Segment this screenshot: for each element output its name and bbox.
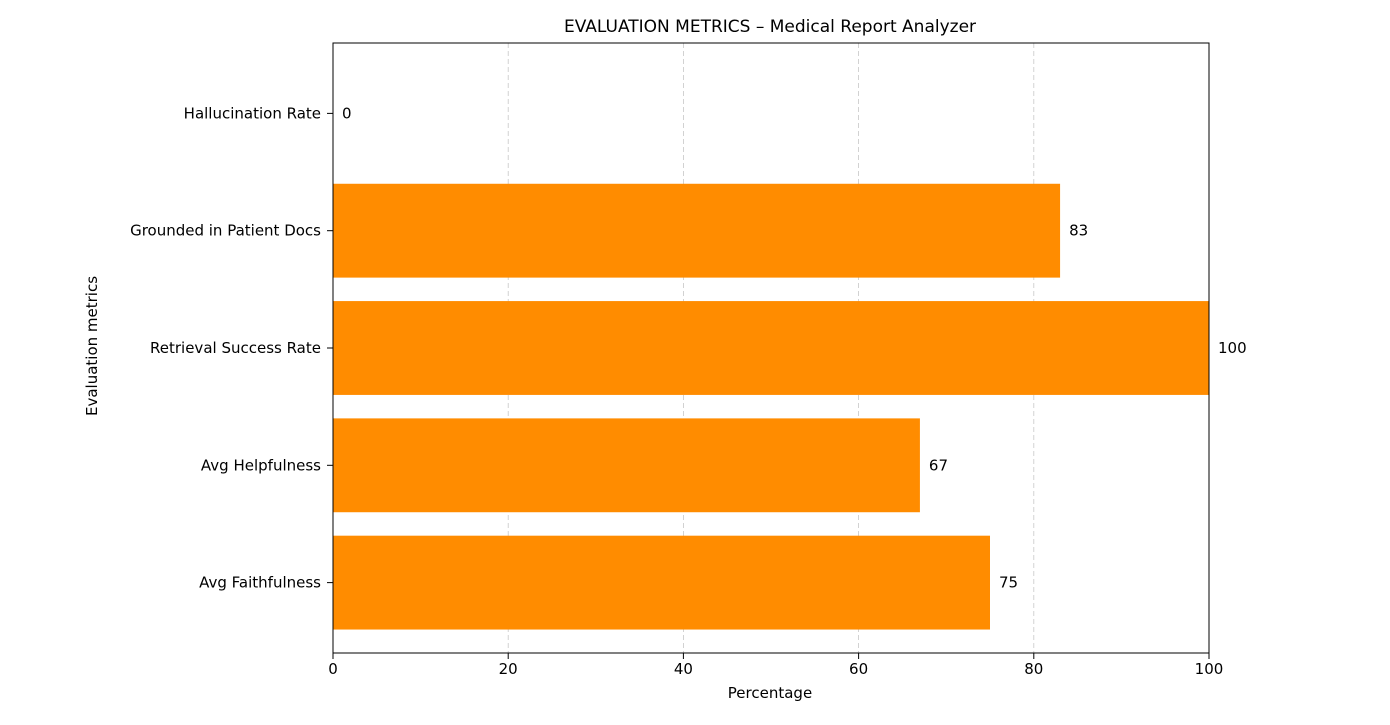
x-tick-label: 60	[849, 660, 868, 678]
value-labels: 75 67 100 83 0	[342, 104, 1247, 591]
y-tick-label: Grounded in Patient Docs	[130, 222, 321, 240]
x-axis-label: Percentage	[728, 684, 812, 702]
x-tick-label: 20	[499, 660, 518, 678]
value-label: 67	[929, 456, 948, 474]
y-tick-label: Avg Helpfulness	[201, 456, 321, 474]
bar	[333, 535, 990, 630]
y-tick-label: Retrieval Success Rate	[150, 339, 321, 357]
x-tick-label: 40	[674, 660, 693, 678]
bars	[333, 183, 1209, 630]
bar	[333, 301, 1209, 395]
value-label: 100	[1218, 339, 1247, 357]
bar	[333, 418, 920, 513]
x-tick-label: 0	[328, 660, 338, 678]
bar	[333, 183, 1061, 278]
x-tick-label: 80	[1024, 660, 1043, 678]
x-tick-label: 100	[1195, 660, 1224, 678]
y-axis-label: Evaluation metrics	[83, 276, 101, 416]
value-label: 0	[342, 104, 352, 122]
chart-title: EVALUATION METRICS – Medical Report Anal…	[564, 17, 976, 37]
y-tick-label: Avg Faithfulness	[199, 574, 321, 592]
y-tick-label: Hallucination Rate	[184, 104, 321, 122]
axes: 0 20 40 60 80 100 Avg Faithfulness Avg Helpfuln…	[130, 42, 1224, 678]
value-label: 75	[999, 574, 1018, 592]
plot-frame	[332, 42, 1210, 654]
value-label: 83	[1069, 222, 1088, 240]
